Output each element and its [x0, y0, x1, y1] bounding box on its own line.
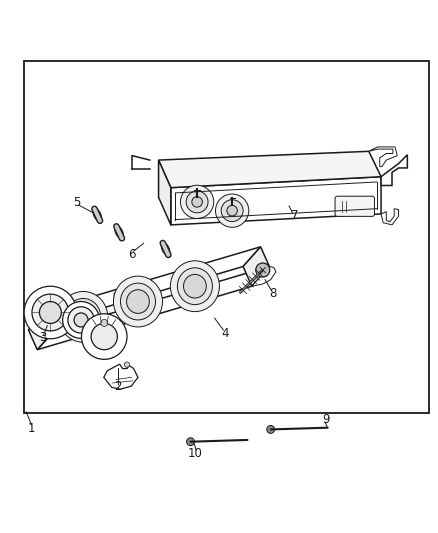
- Text: 10: 10: [187, 447, 202, 460]
- Ellipse shape: [161, 243, 170, 255]
- Polygon shape: [159, 160, 171, 225]
- Polygon shape: [243, 247, 269, 286]
- Circle shape: [63, 302, 99, 338]
- Polygon shape: [381, 155, 407, 185]
- Polygon shape: [252, 266, 276, 286]
- Circle shape: [256, 263, 270, 277]
- Ellipse shape: [59, 292, 108, 342]
- Text: 5: 5: [73, 196, 80, 208]
- Circle shape: [91, 324, 117, 350]
- Circle shape: [221, 200, 243, 222]
- Text: 7: 7: [290, 209, 298, 222]
- Ellipse shape: [127, 290, 149, 313]
- Text: 3: 3: [39, 332, 46, 344]
- Circle shape: [186, 191, 208, 213]
- Polygon shape: [37, 266, 269, 350]
- Text: 8: 8: [270, 287, 277, 300]
- Polygon shape: [369, 147, 397, 167]
- Circle shape: [187, 438, 194, 446]
- Ellipse shape: [184, 274, 206, 298]
- Circle shape: [24, 286, 77, 339]
- Polygon shape: [381, 209, 399, 225]
- Text: 2: 2: [114, 381, 122, 393]
- Polygon shape: [114, 289, 127, 302]
- Circle shape: [39, 302, 61, 324]
- Text: 1: 1: [28, 422, 35, 435]
- Polygon shape: [171, 177, 381, 225]
- Circle shape: [32, 294, 69, 331]
- Polygon shape: [159, 151, 381, 188]
- Polygon shape: [28, 247, 261, 330]
- Polygon shape: [104, 364, 138, 389]
- Circle shape: [192, 197, 202, 207]
- Circle shape: [180, 185, 214, 219]
- Circle shape: [124, 362, 130, 367]
- Circle shape: [267, 425, 275, 433]
- Circle shape: [68, 307, 94, 333]
- Polygon shape: [60, 305, 74, 318]
- FancyBboxPatch shape: [335, 196, 374, 216]
- Text: 9: 9: [322, 413, 330, 426]
- Ellipse shape: [93, 208, 102, 221]
- Polygon shape: [28, 310, 55, 350]
- Circle shape: [215, 194, 249, 227]
- FancyBboxPatch shape: [24, 61, 429, 413]
- Circle shape: [74, 313, 88, 327]
- Text: 4: 4: [221, 327, 229, 340]
- Ellipse shape: [120, 283, 155, 320]
- Ellipse shape: [66, 298, 101, 335]
- Circle shape: [101, 319, 108, 326]
- Ellipse shape: [72, 305, 95, 329]
- Circle shape: [81, 314, 127, 359]
- Ellipse shape: [113, 276, 162, 327]
- Ellipse shape: [115, 226, 124, 238]
- Ellipse shape: [170, 261, 219, 312]
- Text: 6: 6: [127, 248, 135, 261]
- Circle shape: [227, 205, 237, 216]
- Ellipse shape: [177, 268, 212, 304]
